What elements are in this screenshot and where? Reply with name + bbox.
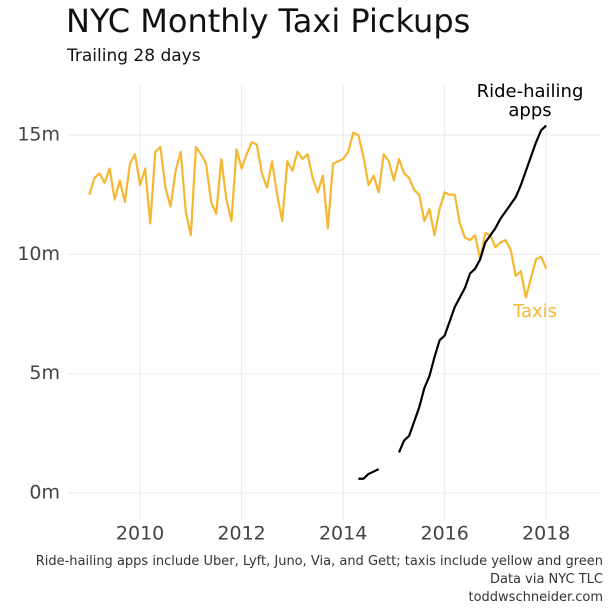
chart-subtitle: Trailing 28 days (67, 46, 201, 66)
chart-title: NYC Monthly Taxi Pickups (66, 2, 471, 40)
x-tick-label: 2016 (420, 523, 468, 545)
x-tick-label: 2010 (116, 523, 164, 545)
series-label: Taxis (512, 301, 558, 322)
x-tick-label: 2012 (217, 523, 265, 545)
series-label: Ride-hailing apps (476, 81, 584, 121)
caption: toddwschneider.com (468, 590, 604, 605)
y-tick-label: 0m (29, 482, 60, 504)
x-tick-label: 2018 (522, 523, 570, 545)
series-line (358, 124, 547, 480)
y-tick-label: 10m (17, 243, 60, 265)
y-tick-label: 5m (29, 362, 60, 384)
caption: Data via NYC TLC (489, 572, 603, 587)
caption: Ride-hailing apps include Uber, Lyft, Ju… (35, 554, 603, 569)
y-tick-label: 15m (17, 124, 60, 146)
x-tick-label: 2014 (319, 523, 367, 545)
series-line (88, 131, 548, 299)
